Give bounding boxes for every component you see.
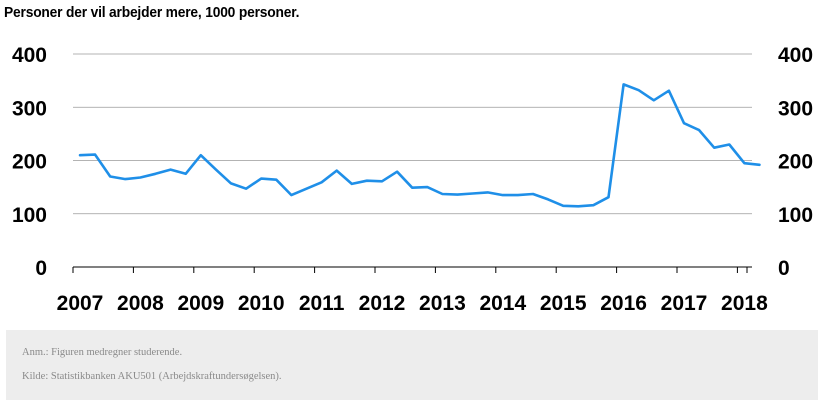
x-tick-label: 2015 bbox=[540, 292, 587, 315]
y-tick-label-left: 200 bbox=[12, 151, 47, 174]
chart-title: Personer der vil arbejder mere, 1000 per… bbox=[4, 4, 300, 21]
x-tick-label: 2014 bbox=[479, 292, 526, 315]
x-tick-label: 2013 bbox=[419, 292, 466, 315]
series-line bbox=[78, 83, 761, 208]
footnote: Anm.: Figuren medregner studerende. bbox=[22, 347, 183, 358]
x-tick-label: 2009 bbox=[177, 292, 224, 315]
x-tick-label: 2012 bbox=[359, 292, 406, 315]
x-tick-label: 2011 bbox=[299, 292, 345, 315]
x-tick-label: 2017 bbox=[661, 292, 708, 315]
y-tick-label-right: 300 bbox=[778, 97, 813, 120]
x-tick-label: 2007 bbox=[57, 292, 104, 315]
y-tick-label-right: 200 bbox=[778, 151, 813, 174]
x-tick-label: 2010 bbox=[238, 292, 285, 315]
x-tick-label: 2016 bbox=[600, 292, 647, 315]
line-chart: 0 0 100 100 200 200 300 300 400 400 2007 2008 2009 20… bbox=[12, 44, 813, 315]
x-tick-label: 2018 bbox=[721, 292, 768, 315]
y-tick-label-left: 400 bbox=[12, 44, 47, 67]
chart-footer: Anm.: Figuren medregner studerende. Kild… bbox=[6, 330, 818, 400]
y-tick-label-left: 100 bbox=[12, 204, 47, 227]
x-tick-label: 2008 bbox=[117, 292, 164, 315]
y-tick-label-left: 300 bbox=[12, 97, 47, 120]
source-note: Kilde: Statistikbanken AKU501 (Arbejdskr… bbox=[22, 371, 282, 382]
y-tick-label-right: 0 bbox=[778, 257, 790, 280]
y-tick-label-right: 400 bbox=[778, 44, 813, 67]
y-tick-label-left: 0 bbox=[35, 257, 47, 280]
y-tick-label-right: 100 bbox=[778, 204, 813, 227]
